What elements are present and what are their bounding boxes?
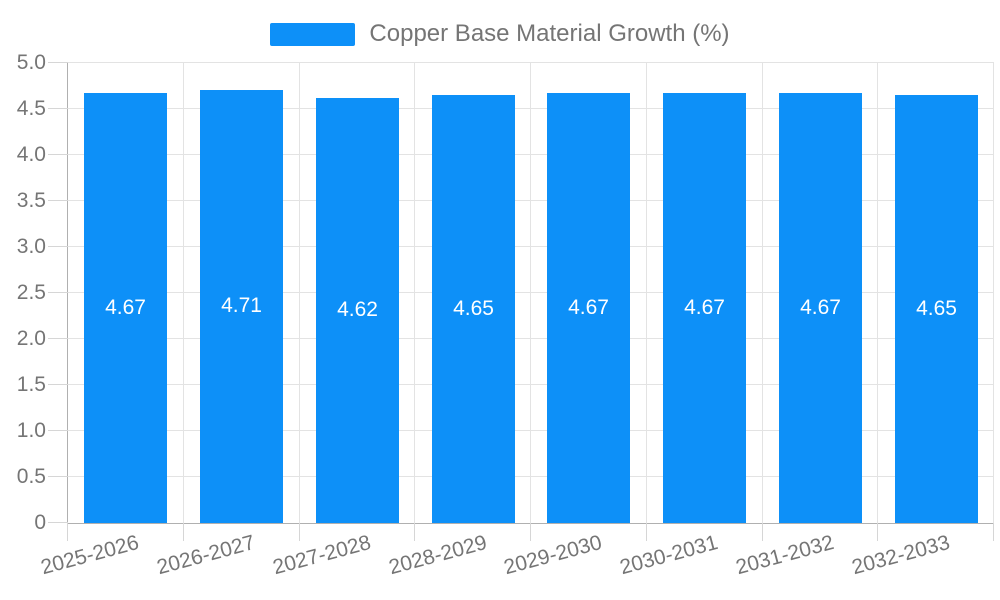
bar-2027-2028[interactable]: 4.62 xyxy=(316,97,399,523)
legend-label: Copper Base Material Growth (%) xyxy=(369,20,730,47)
x-axis-tick xyxy=(67,523,68,541)
bar-value-label: 4.67 xyxy=(684,296,725,320)
y-axis-tick xyxy=(48,430,68,431)
legend[interactable]: Copper Base Material Growth (%) xyxy=(0,16,1000,52)
y-axis-tick-label: 4.5 xyxy=(16,97,46,120)
h-gridline xyxy=(68,384,994,385)
bar-value-label: 4.67 xyxy=(105,296,146,320)
y-axis-tick xyxy=(48,476,68,477)
h-gridline xyxy=(68,246,994,247)
bar-value-label: 4.65 xyxy=(453,297,494,321)
v-gridline xyxy=(877,63,879,523)
y-axis-tick-label: 3.0 xyxy=(16,235,46,258)
x-axis-tick-label: 2028-2029 xyxy=(386,531,490,580)
v-gridline xyxy=(298,63,300,523)
y-axis-tick-label: 0 xyxy=(34,511,46,534)
h-gridline xyxy=(68,154,994,155)
y-axis-tick xyxy=(48,108,68,109)
v-gridline xyxy=(530,63,531,523)
bar-2026-2027[interactable]: 4.71 xyxy=(200,89,283,523)
v-gridline xyxy=(993,63,994,523)
bar-value-label: 4.67 xyxy=(568,296,609,320)
y-axis-tick-label: 1.0 xyxy=(16,419,46,442)
bar-2032-2033[interactable]: 4.65 xyxy=(895,95,978,523)
x-axis-tick xyxy=(993,523,994,541)
y-axis-tick-label: 2.5 xyxy=(16,281,46,304)
x-axis-tick xyxy=(530,523,531,541)
h-gridline xyxy=(68,62,994,63)
bar-value-label: 4.67 xyxy=(800,296,841,320)
bar-2025-2026[interactable]: 4.67 xyxy=(84,93,167,523)
x-axis-tick xyxy=(877,523,879,541)
y-axis-tick xyxy=(48,384,68,385)
x-axis-tick-label: 2029-2030 xyxy=(501,531,605,580)
y-axis-tick xyxy=(48,246,68,247)
plot-area: 4.67 4.71 4.62 4.65 4.67 4.67 4.67 4.65 xyxy=(67,62,994,524)
y-axis-tick xyxy=(48,338,68,339)
h-gridline xyxy=(68,200,994,201)
bar-2029-2030[interactable]: 4.67 xyxy=(547,93,630,523)
x-axis-tick xyxy=(414,523,416,541)
bar-value-label: 4.62 xyxy=(337,298,378,322)
y-axis-tick-label: 1.5 xyxy=(16,373,46,396)
x-axis-tick xyxy=(182,523,184,541)
h-gridline xyxy=(68,292,994,293)
y-axis-tick xyxy=(48,62,68,63)
v-gridline xyxy=(761,63,763,523)
x-axis-tick xyxy=(298,523,300,541)
h-gridline xyxy=(68,476,994,477)
bar-2030-2031[interactable]: 4.67 xyxy=(663,93,746,523)
h-gridline xyxy=(68,108,994,109)
x-axis-tick-label: 2032-2033 xyxy=(849,531,953,580)
v-gridline xyxy=(182,63,184,523)
x-axis-tick-label: 2030-2031 xyxy=(617,531,721,580)
bar-value-label: 4.71 xyxy=(221,294,262,318)
y-axis-tick-label: 5.0 xyxy=(16,51,46,74)
x-axis-tick-label: 2025-2026 xyxy=(38,531,142,580)
y-axis-tick-label: 2.0 xyxy=(16,327,46,350)
y-axis-tick xyxy=(48,200,68,201)
y-axis-line xyxy=(67,63,68,523)
y-axis-tick xyxy=(48,154,68,155)
bar-2031-2032[interactable]: 4.67 xyxy=(779,93,862,523)
x-axis-tick-label: 2027-2028 xyxy=(270,531,374,580)
y-axis-tick-label: 3.5 xyxy=(16,189,46,212)
x-axis-tick-label: 2031-2032 xyxy=(733,531,837,580)
h-gridline xyxy=(68,430,994,431)
x-axis-tick-label: 2026-2027 xyxy=(154,531,258,580)
legend-swatch xyxy=(270,22,356,46)
h-gridline xyxy=(68,338,994,339)
y-axis-tick-label: 4.0 xyxy=(16,143,46,166)
bar-2028-2029[interactable]: 4.65 xyxy=(432,95,515,523)
y-axis-tick xyxy=(48,522,68,523)
x-axis-tick xyxy=(645,523,647,541)
x-axis-tick xyxy=(761,523,763,541)
v-gridline xyxy=(414,63,416,523)
y-axis-tick xyxy=(48,292,68,293)
y-axis-tick-label: 0.5 xyxy=(16,465,46,488)
bar-value-label: 4.65 xyxy=(916,297,957,321)
v-gridline xyxy=(645,63,647,523)
